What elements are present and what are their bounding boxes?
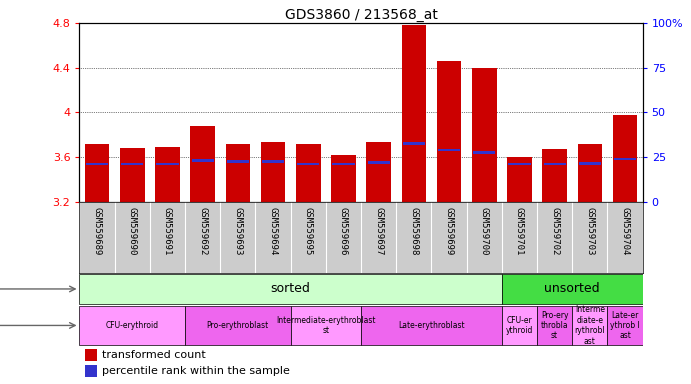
Bar: [509, 163, 531, 166]
Bar: [607, 306, 643, 345]
Bar: [121, 163, 143, 166]
Bar: [86, 163, 108, 166]
Text: GSM559700: GSM559700: [480, 207, 489, 256]
Text: Pro-ery
throbla
st: Pro-ery throbla st: [541, 311, 569, 340]
Text: Interme
diate-e
rythrobl
ast: Interme diate-e rythrobl ast: [574, 305, 605, 346]
Bar: [502, 306, 537, 345]
Text: GSM559690: GSM559690: [128, 207, 137, 256]
Text: GSM559694: GSM559694: [269, 207, 278, 256]
Bar: [297, 163, 319, 166]
Text: GSM559696: GSM559696: [339, 207, 348, 256]
Text: Intermediate-erythroblast
st: Intermediate-erythroblast st: [276, 316, 376, 335]
Bar: [190, 126, 215, 202]
Bar: [578, 144, 602, 202]
Bar: [542, 149, 567, 202]
Title: GDS3860 / 213568_at: GDS3860 / 213568_at: [285, 8, 437, 22]
Bar: [227, 160, 249, 163]
Bar: [85, 144, 109, 202]
Text: GSM559697: GSM559697: [374, 207, 383, 256]
Bar: [502, 274, 643, 304]
Text: GSM559703: GSM559703: [585, 207, 594, 256]
Text: sorted: sorted: [271, 283, 310, 295]
Text: Pro-erythroblast: Pro-erythroblast: [207, 321, 269, 330]
Bar: [401, 25, 426, 202]
Text: unsorted: unsorted: [545, 283, 600, 295]
Bar: [572, 306, 607, 345]
Bar: [185, 306, 291, 345]
Text: GSM559689: GSM559689: [93, 207, 102, 256]
Bar: [79, 306, 185, 345]
Bar: [332, 163, 354, 166]
Bar: [366, 142, 391, 202]
Text: GSM559699: GSM559699: [444, 207, 453, 256]
Bar: [614, 158, 636, 161]
Text: GSM559701: GSM559701: [515, 207, 524, 256]
Bar: [473, 151, 495, 154]
Bar: [155, 147, 180, 202]
Bar: [156, 163, 178, 166]
Bar: [85, 349, 97, 361]
Bar: [296, 144, 321, 202]
Bar: [261, 142, 285, 202]
Text: GSM559698: GSM559698: [409, 207, 418, 256]
Text: GSM559704: GSM559704: [621, 207, 630, 256]
Bar: [361, 306, 502, 345]
Bar: [437, 61, 462, 202]
Text: GSM559691: GSM559691: [163, 207, 172, 256]
Bar: [579, 162, 601, 165]
Bar: [544, 163, 566, 166]
Bar: [191, 159, 214, 162]
Text: GSM559695: GSM559695: [304, 207, 313, 256]
Text: Late-erythroblast: Late-erythroblast: [398, 321, 465, 330]
Text: CFU-er
ythroid: CFU-er ythroid: [506, 316, 533, 335]
Text: GSM559693: GSM559693: [234, 207, 243, 256]
Text: transformed count: transformed count: [102, 350, 206, 360]
Text: Late-er
ythrob l
ast: Late-er ythrob l ast: [610, 311, 640, 340]
Bar: [79, 274, 502, 304]
Bar: [331, 155, 356, 202]
Bar: [262, 160, 284, 163]
Text: protocol: protocol: [0, 284, 75, 294]
Bar: [85, 365, 97, 377]
Bar: [472, 68, 497, 202]
Bar: [613, 114, 637, 202]
Bar: [537, 306, 572, 345]
Text: percentile rank within the sample: percentile rank within the sample: [102, 366, 290, 376]
Bar: [291, 306, 361, 345]
Text: GSM559692: GSM559692: [198, 207, 207, 256]
Text: development stage: development stage: [0, 320, 75, 331]
Text: CFU-erythroid: CFU-erythroid: [106, 321, 159, 330]
Bar: [225, 144, 250, 202]
Bar: [368, 161, 390, 164]
Bar: [403, 142, 425, 145]
Bar: [120, 148, 144, 202]
Bar: [507, 157, 532, 202]
Text: GSM559702: GSM559702: [550, 207, 559, 256]
Bar: [438, 149, 460, 152]
